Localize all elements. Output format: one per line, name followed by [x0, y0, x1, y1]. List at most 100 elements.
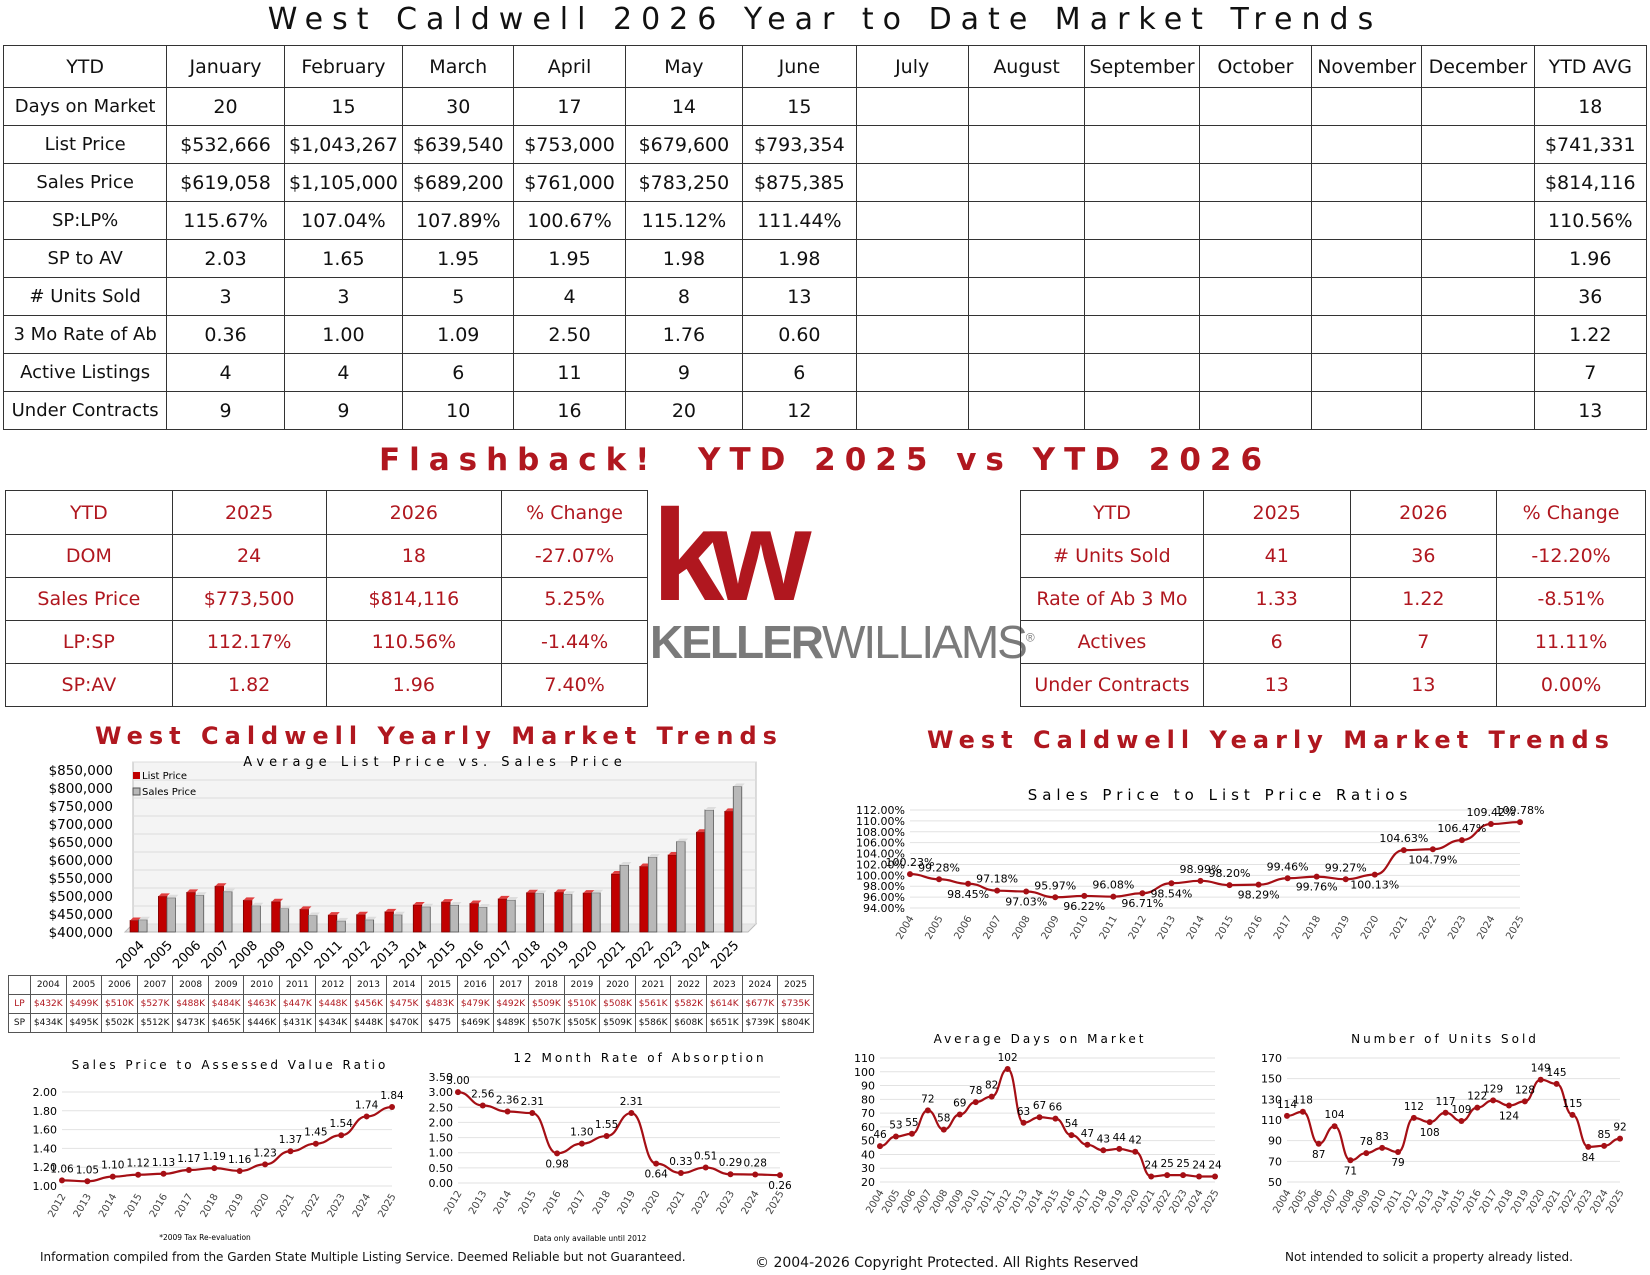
lpsp-cell: $495K [65, 1013, 103, 1033]
ytd-row: SP:LP% 115.67% 107.04% 107.89% 100.67% 115.12… [2, 201, 1648, 240]
lpsp-row-label: SP [8, 1013, 31, 1033]
chart-title: Number of Units Sold [1351, 1032, 1539, 1046]
lpsp-cell: 2016 [456, 975, 494, 995]
data-label: 1.84 [380, 1090, 404, 1102]
lpsp-cell: $510K [563, 994, 601, 1014]
bar-sales-price [364, 919, 375, 933]
ytd-header-cell: September [1084, 45, 1200, 88]
bar-top [676, 838, 689, 842]
data-label: 46 [873, 1129, 887, 1141]
compare-cell: 11.11% [1496, 620, 1646, 664]
lpsp-cell: $465K [207, 1013, 245, 1033]
compare-header-cell: % Change [1496, 490, 1646, 535]
yearly-trends-title-right: West Caldwell Yearly Market Trends [927, 726, 1615, 754]
x-tick-label: 2015 [122, 1192, 144, 1220]
lpsp-sp-row: SP $434K $495K $502K $512K $473K $465K $446K $43… [8, 1013, 814, 1033]
lpsp-cell: $651K [705, 1013, 743, 1033]
bar-top [506, 896, 519, 900]
data-point [1255, 881, 1262, 888]
bar-top [336, 917, 349, 921]
lpsp-cell: 2010 [243, 975, 281, 995]
y-tick-label: 102.00% [856, 858, 905, 871]
chart-title: Sales Price to List Price Ratios [1028, 786, 1413, 804]
ytd-cell [1421, 391, 1535, 430]
x-tick-label: 2012 [46, 1192, 68, 1220]
compare-cell: SP:AV [5, 663, 173, 707]
ytd-cell: 12 [742, 391, 857, 430]
y-tick-label: 1.40 [33, 1142, 58, 1155]
ytd-cell: $814,116 [1533, 163, 1648, 202]
ytd-cell: 9 [166, 391, 285, 430]
ytd-cell [855, 391, 969, 430]
lpsp-cell: $739K [741, 1013, 779, 1033]
lpsp-cell: 2009 [207, 975, 245, 995]
compare-cell: 1.82 [171, 663, 327, 707]
bar-top [158, 893, 170, 897]
bar-list-price [696, 831, 706, 933]
compare-cell: 18 [325, 534, 503, 578]
ytd-cell [1311, 87, 1423, 126]
data-label: 95.97% [1034, 879, 1076, 892]
ytd-cell [1421, 239, 1535, 278]
bar-top [498, 895, 510, 899]
data-label: 98.99% [1179, 863, 1221, 876]
x-tick-label: 2013 [369, 938, 403, 972]
x-tick-label: 2021 [275, 1192, 297, 1220]
ytd-cell [967, 163, 1086, 202]
ytd-cell: 111.44% [742, 201, 857, 240]
data-label: 66 [1049, 1102, 1063, 1114]
ytd-cell: 20 [624, 391, 744, 430]
lpsp-cell: 2020 [599, 975, 636, 995]
flashback-table-right: YTD 2025 2026% Change # Units Sold 41 36 -12.2… [1020, 490, 1646, 707]
legend-label: Sales Price [142, 787, 196, 798]
data-point [1212, 1173, 1218, 1180]
page-title: West Caldwell 2026 Year to Date Market T… [267, 2, 1383, 37]
lpsp-cell: 2018 [528, 975, 565, 995]
data-point [924, 1107, 931, 1114]
data-label: 100.13% [1350, 879, 1399, 892]
y-tick-label: 110 [1261, 1114, 1282, 1127]
ytd-cell [1311, 277, 1423, 316]
x-tick-label: 2006 [952, 914, 974, 942]
data-label: 1.37 [279, 1134, 302, 1146]
ytd-cell: 115.12% [624, 201, 744, 240]
x-tick-label: 2019 [538, 938, 572, 972]
y-tick-label: 170 [1261, 1052, 1282, 1065]
data-point [1458, 1118, 1465, 1125]
y-tick-label: 0.00 [429, 1177, 454, 1190]
data-point [578, 1140, 585, 1147]
lpsp-cell: $475 [421, 1013, 458, 1033]
lpsp-cell: $470K [385, 1013, 423, 1033]
data-label: 98.54% [1150, 887, 1192, 900]
ytd-cell: $783,250 [624, 163, 744, 202]
data-label: 145 [1547, 1067, 1567, 1079]
x-tick-label: 2011 [1098, 914, 1120, 942]
bar-sales-price [251, 905, 261, 933]
ytd-header-cell: June [742, 45, 857, 88]
ytd-cell: 0.60 [742, 315, 857, 354]
bar-top [308, 912, 320, 916]
data-point [956, 1111, 963, 1118]
lpsp-cell: $431K [279, 1013, 316, 1033]
bar-top [450, 902, 462, 905]
lpsp-cell: $582K [670, 994, 707, 1014]
compare-row: SP:AV 1.82 1.96 7.40% [5, 663, 648, 707]
ytd-cell: 1.76 [624, 315, 744, 354]
data-point [338, 1132, 345, 1139]
data-label: 104.79% [1408, 853, 1457, 866]
x-tick-label: 2009 [255, 938, 289, 972]
compare-cell: Actives [1020, 620, 1204, 664]
ytd-cell: 30 [402, 87, 515, 126]
ytd-cell: 4 [513, 277, 626, 316]
x-tick-label: 2025 [764, 1189, 786, 1217]
bar-sales-price [676, 841, 686, 933]
lpsp-cell: $561K [634, 994, 672, 1014]
bar-top [421, 903, 434, 907]
data-point [160, 1170, 167, 1177]
bar-top [469, 900, 482, 904]
footer-solicit-note: Not intended to solicit a property alrea… [1285, 1250, 1573, 1264]
ytd-header-cell: October [1198, 45, 1313, 88]
lpsp-cell: 2019 [563, 975, 601, 995]
keller-williams-logo: kw KELLERWILLIAMS® [648, 490, 1035, 670]
ytd-row-label: Days on Market [2, 87, 168, 126]
